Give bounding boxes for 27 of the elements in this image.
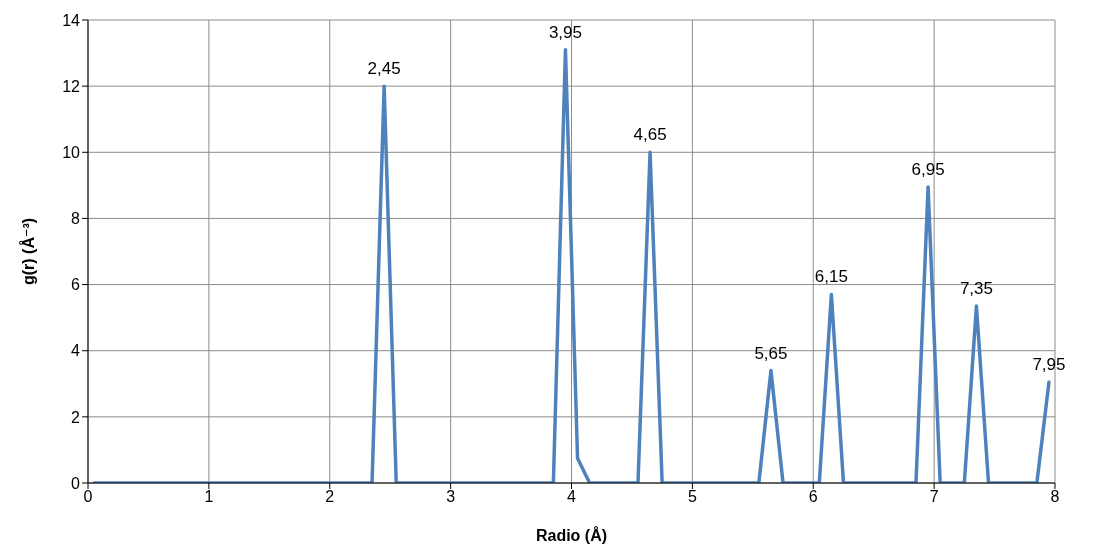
x-axis-title: Radio (Å)	[535, 526, 608, 544]
annotation: 7,95	[1032, 355, 1066, 375]
y-tick-label: 2	[71, 408, 81, 426]
x-tick-label: 8	[1050, 488, 1060, 506]
annotation: 5,65	[754, 343, 788, 363]
y-tick-label: 10	[62, 143, 81, 161]
annotation: 2,45	[367, 59, 401, 79]
x-tick-label: 1	[204, 488, 214, 506]
y-tick-label: 12	[62, 77, 81, 95]
annotation: 6,95	[911, 160, 945, 180]
annotation: 3,95	[548, 22, 582, 42]
y-tick-label: 14	[62, 11, 81, 29]
x-tick-label: 5	[687, 488, 697, 506]
x-tick-label: 7	[929, 488, 939, 506]
y-axis-title: g(r) (Å⁻³)	[18, 217, 37, 286]
y-tick-label: 6	[71, 276, 81, 294]
x-tick-label: 6	[808, 488, 818, 506]
y-tick-label: 4	[71, 342, 81, 360]
x-tick-label: 3	[446, 488, 456, 506]
annotation: 4,65	[633, 125, 667, 145]
x-tick-label: 4	[567, 488, 577, 506]
y-tick-label: 0	[71, 474, 81, 492]
x-tick-label: 0	[83, 488, 93, 506]
x-tick-label: 2	[325, 488, 335, 506]
annotation: 6,15	[814, 267, 848, 287]
annotation: 7,35	[959, 279, 993, 299]
y-tick-label: 8	[71, 210, 81, 228]
